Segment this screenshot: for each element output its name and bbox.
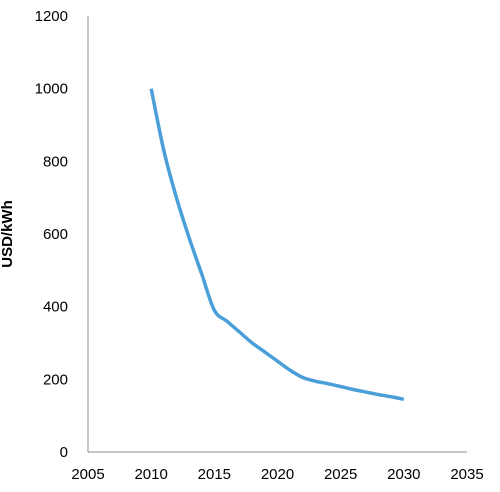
y-tick-label: 1200 xyxy=(35,8,68,25)
y-tick-label: 1000 xyxy=(35,81,68,98)
axes xyxy=(87,16,467,453)
y-tick-label: 200 xyxy=(43,371,68,388)
y-tick-labels: 0 200 400 600 800 1000 1200 xyxy=(35,8,68,461)
x-tick-label: 2015 xyxy=(198,466,231,483)
series-layer xyxy=(149,88,405,402)
y-tick-label: 800 xyxy=(43,153,68,170)
x-tick-label: 2035 xyxy=(450,466,483,483)
y-axis-title: USD/kWh xyxy=(0,200,16,268)
x-tick-label: 2005 xyxy=(71,466,104,483)
series-line xyxy=(149,88,405,402)
x-tick-label: 2025 xyxy=(324,466,357,483)
y-tick-label: 0 xyxy=(60,444,68,461)
x-tick-label: 2020 xyxy=(261,466,294,483)
y-tick-label: 400 xyxy=(43,299,68,316)
x-tick-label: 2010 xyxy=(134,466,167,483)
x-tick-label: 2030 xyxy=(387,466,420,483)
x-tick-labels: 2005 2010 2015 2020 2025 2030 2035 xyxy=(71,466,483,483)
y-tick-label: 600 xyxy=(43,226,68,243)
